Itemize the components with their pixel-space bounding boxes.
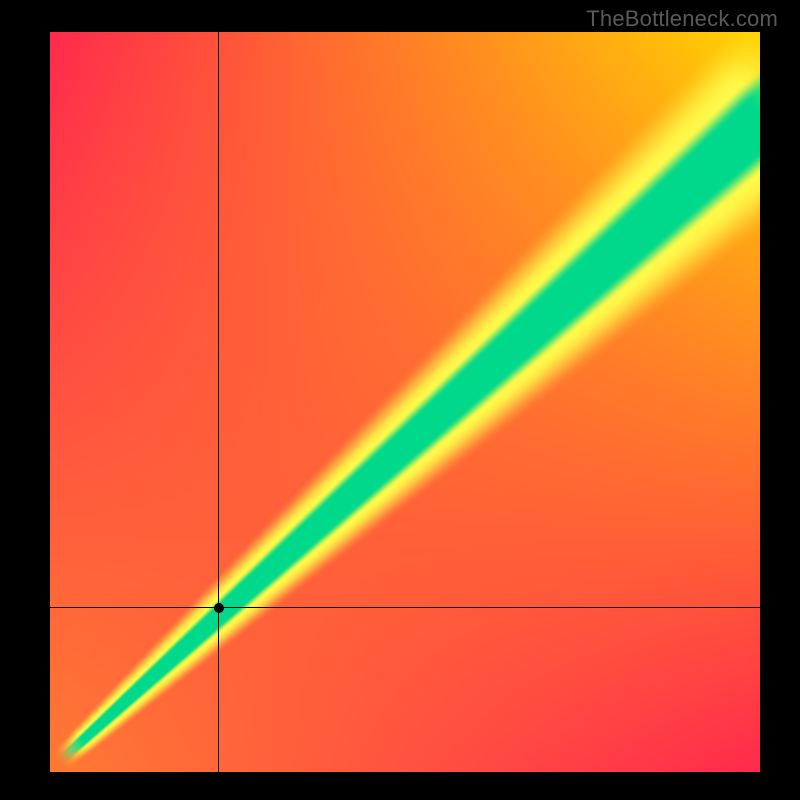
heatmap-canvas <box>50 32 760 772</box>
marker-dot <box>214 603 224 613</box>
crosshair-vertical <box>218 32 219 772</box>
plot-area <box>50 32 760 772</box>
crosshair-horizontal <box>50 607 760 608</box>
chart-container: TheBottleneck.com <box>0 0 800 800</box>
watermark-text: TheBottleneck.com <box>586 6 778 32</box>
